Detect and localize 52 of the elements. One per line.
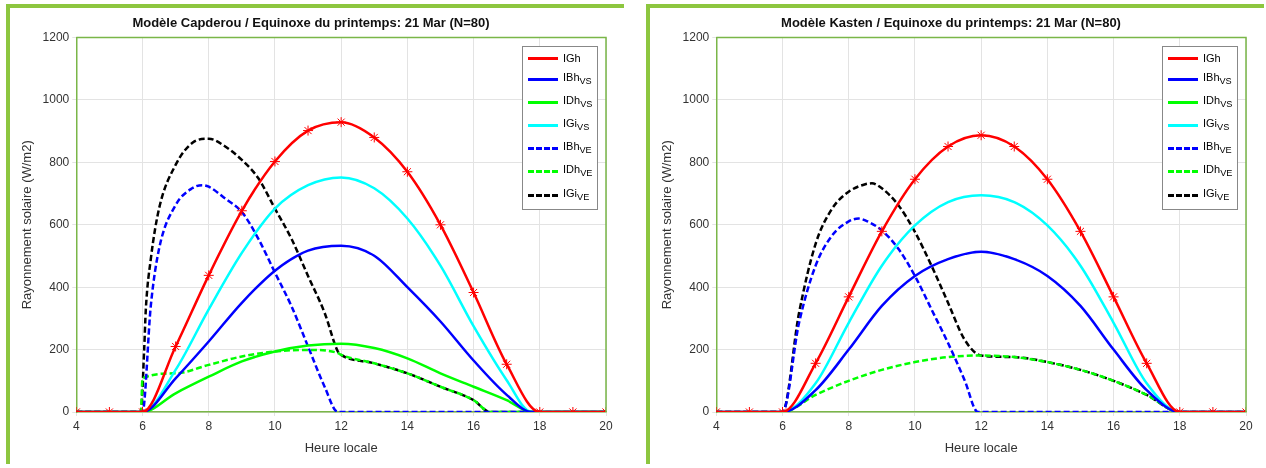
y-tick-label: 400 (49, 279, 70, 294)
x-tick-label: 20 (599, 418, 613, 433)
x-tick-label: 18 (533, 418, 547, 433)
legend-label: IDh$_{VS}$ (563, 92, 593, 111)
x-axis-title: Heure locale (304, 439, 378, 455)
x-tick-label: 20 (1239, 418, 1253, 433)
legend-label: IBh$_{VE}$ (563, 139, 592, 158)
x-tick-label: 16 (466, 418, 481, 433)
legend-label: IBh$_{VS}$ (563, 69, 592, 88)
y-tick-label: 200 (49, 341, 70, 356)
legend-label: IGi$_{VS}$ (563, 115, 590, 135)
x-tick-label: 14 (1040, 418, 1055, 433)
y-tick-label: 1000 (682, 92, 710, 107)
x-tick-label: 4 (72, 418, 80, 433)
y-tick-label: 0 (702, 404, 710, 419)
y-tick-label: 0 (62, 404, 70, 419)
x-axis-title: Heure locale (944, 439, 1018, 455)
y-tick-label: 800 (689, 154, 710, 169)
legend-label: IDh$_{VE}$ (1203, 162, 1233, 181)
x-tick-label: 10 (908, 418, 922, 433)
x-tick-label: 8 (205, 418, 213, 433)
x-tick-label: 12 (334, 418, 349, 433)
y-tick-label: 1000 (42, 92, 70, 107)
y-tick-label: 600 (689, 217, 710, 232)
y-tick-label: 800 (49, 154, 70, 169)
x-tick-label: 6 (139, 418, 147, 433)
legend-label: IGh (1203, 50, 1221, 66)
legend-label: IGi$_{VE}$ (1203, 185, 1230, 204)
chart-title: Modèle Capderou / Equinoxe du printemps: 21 Mar (N=80) (132, 15, 490, 31)
legend-label: IDh$_{VS}$ (1203, 92, 1233, 111)
legend-label: IBh$_{VS}$ (1203, 69, 1232, 88)
x-tick-label: 18 (1173, 418, 1187, 433)
y-axis-title: Rayonnement solaire (W/m2) (659, 140, 675, 310)
chart-title: Modèle Kasten / Equinoxe du printemps: 21 Mar (N=80) (781, 15, 1121, 31)
x-tick-label: 6 (779, 418, 787, 433)
y-tick-label: 1200 (42, 29, 70, 44)
x-tick-label: 16 (1106, 418, 1121, 433)
x-tick-label: 8 (845, 418, 853, 433)
y-tick-label: 1200 (682, 29, 710, 44)
legend-label: IBh$_{VE}$ (1203, 139, 1232, 158)
legend-label: IGh (563, 50, 581, 66)
legend-label: IGi$_{VE}$ (563, 185, 590, 204)
legend-label: IDh$_{VE}$ (563, 162, 593, 181)
y-tick-label: 600 (49, 217, 70, 232)
legend-label: IGi$_{VS}$ (1203, 115, 1230, 135)
y-axis-title: Rayonnement solaire (W/m2) (19, 140, 35, 310)
x-tick-label: 10 (268, 418, 282, 433)
x-tick-label: 12 (974, 418, 989, 433)
y-tick-label: 400 (689, 279, 710, 294)
x-tick-label: 4 (712, 418, 720, 433)
x-tick-label: 14 (400, 418, 415, 433)
y-tick-label: 200 (689, 341, 710, 356)
